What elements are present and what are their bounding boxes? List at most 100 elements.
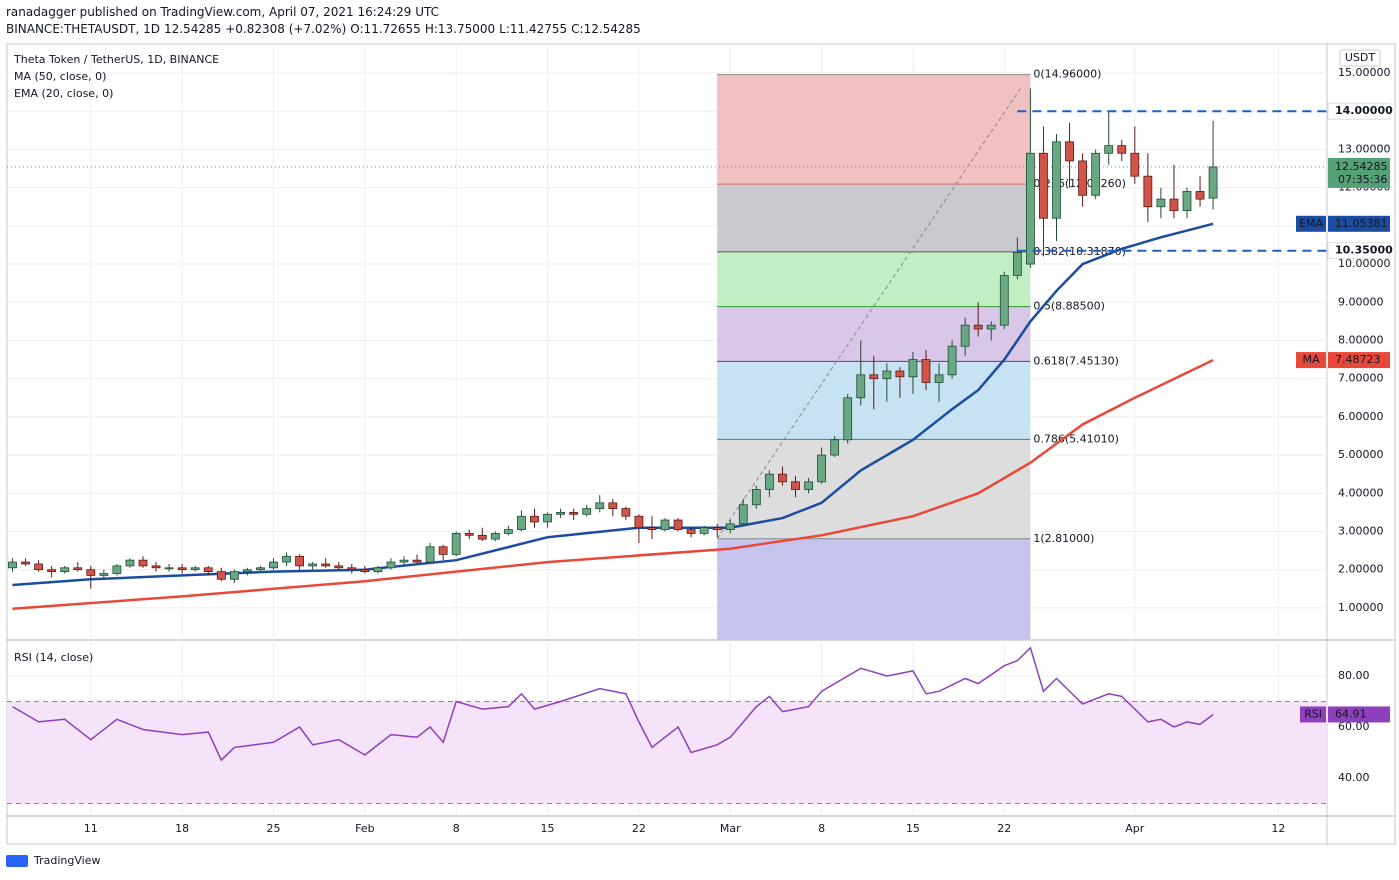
x-tick-label: 8 (453, 822, 460, 835)
candle-body (1130, 152, 1140, 177)
x-tick-label: Feb (355, 822, 374, 835)
candle-body (556, 511, 565, 515)
price-tag (1327, 242, 1391, 260)
candle-body (1117, 145, 1127, 154)
change: +0.82308 (+7.02%) (225, 22, 347, 36)
candle-body (1052, 141, 1061, 219)
y-tick-label: 3.00000 (1338, 524, 1384, 537)
candle-body (438, 546, 448, 555)
candle-body (399, 559, 409, 563)
candle-body (34, 563, 43, 571)
candle-body (1078, 160, 1087, 196)
y-tick-label: 60.00 (1338, 720, 1370, 733)
candle-body (895, 370, 905, 378)
legend-entry: MA (50, close, 0) (14, 70, 106, 83)
y-tick-label: 9.00000 (1338, 295, 1384, 308)
series-tag-label: 7.48723 (1335, 353, 1381, 366)
fib-label: 0.786(5.41010) (1033, 432, 1119, 445)
candle-body (60, 567, 70, 573)
candle-body (1026, 152, 1035, 265)
fib-zone (717, 538, 1031, 640)
candle-body (751, 489, 761, 506)
candle-body (908, 359, 918, 378)
y-tick-label: 6.00000 (1338, 410, 1384, 423)
candle-body (882, 370, 892, 380)
x-tick-label: 15 (906, 822, 920, 835)
series-tag-label: 11.05381 (1335, 217, 1388, 230)
candle-body (164, 567, 174, 570)
candle-body (530, 515, 539, 523)
candle-body (791, 481, 800, 490)
fib-zone (717, 184, 1031, 252)
candle-body (190, 567, 200, 571)
series-tag-name: MA (1302, 353, 1319, 366)
candle-body (738, 504, 748, 525)
last: 12.54285 (163, 22, 222, 36)
series-tag-name: EMA (1299, 217, 1323, 230)
candle-body (490, 533, 500, 540)
candle-body (869, 374, 879, 380)
candle-body (321, 563, 331, 567)
ma-line (12, 358, 1214, 610)
currency: USDT (1345, 51, 1376, 64)
fib-zone (717, 251, 1031, 307)
candle-body (1208, 166, 1218, 199)
candle-body (334, 565, 344, 569)
candle-body (634, 515, 644, 529)
y-tick-label: 10.00000 (1338, 257, 1391, 270)
candle-body (517, 515, 526, 530)
legend-entry: EMA (20, close, 0) (14, 87, 113, 100)
x-tick-label: 11 (84, 822, 98, 835)
candle-body (112, 565, 122, 574)
candle-body (686, 529, 696, 534)
quote-line: BINANCE:THETAUSDT, 1D 12.54285 +0.82308 (+… (6, 21, 645, 38)
rsi-tag (1328, 706, 1390, 723)
y-tick-label: 5.00000 (1338, 448, 1384, 461)
x-tick-label: 12 (1271, 822, 1285, 835)
high: H:13.75000 (424, 22, 496, 36)
candle-body (177, 567, 187, 571)
candle-body (269, 561, 278, 569)
candle-body (451, 533, 461, 555)
fib-label: 0.618(7.45130) (1033, 354, 1119, 367)
candle-body (621, 508, 631, 517)
candle-body (595, 502, 605, 509)
rsi-title: RSI (14, close) (14, 651, 93, 664)
candle-body (229, 571, 239, 580)
x-tick-label: 15 (541, 822, 555, 835)
chart-title: Theta Token / TetherUS, 1D, BINANCE (13, 53, 219, 66)
candle-body (947, 345, 957, 376)
price-tag-label: 14.00000 (1335, 104, 1393, 117)
fib-zone (717, 74, 1031, 185)
price-tag (1327, 102, 1391, 120)
candle-body (295, 555, 305, 567)
ma-line (12, 222, 1214, 587)
candle-body (804, 481, 813, 490)
logo-mark (6, 855, 28, 867)
candle-body (856, 374, 866, 399)
candle-body (373, 567, 383, 573)
candle-body (1065, 141, 1074, 162)
rsi-tag-name: RSI (1304, 707, 1322, 720)
x-tick-label: 22 (632, 822, 646, 835)
y-tick-label: 2.00000 (1338, 563, 1384, 576)
candle-body (386, 561, 396, 569)
candle-body (477, 534, 487, 540)
candle-body (125, 559, 135, 567)
y-tick-label: 15.00000 (1338, 66, 1391, 79)
candle-body (47, 569, 57, 573)
candle-body (8, 561, 17, 569)
y-tick-label: 80.00 (1338, 669, 1370, 682)
series-tag (1328, 215, 1390, 232)
price-tag-label: 10.35000 (1335, 244, 1393, 257)
candle-body (986, 324, 996, 330)
candle-body (778, 473, 787, 483)
candle-body (1104, 145, 1114, 154)
candle-body (1195, 191, 1205, 200)
x-tick-label: 8 (818, 822, 825, 835)
candle-body (973, 324, 983, 330)
x-tick-label: 18 (175, 822, 189, 835)
currency-box (1339, 49, 1381, 67)
candle-body (830, 439, 840, 456)
